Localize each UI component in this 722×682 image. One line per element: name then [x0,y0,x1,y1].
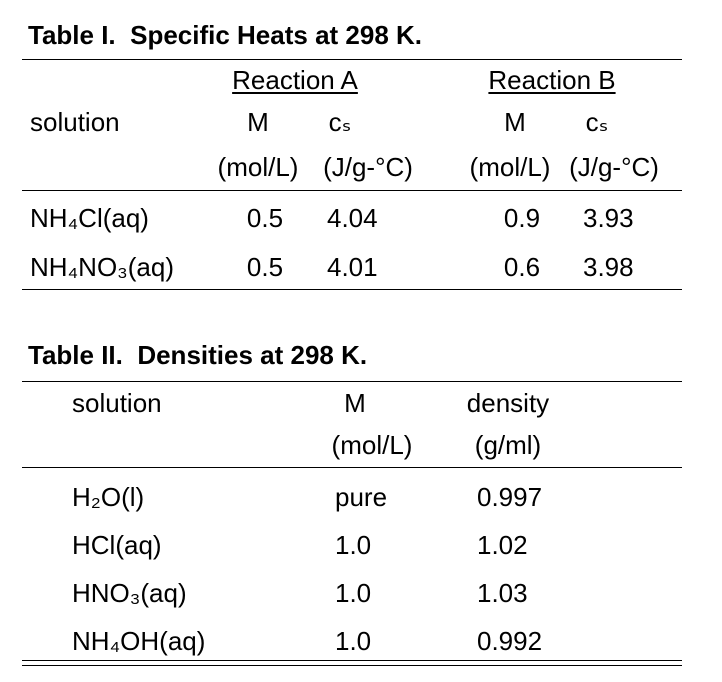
cell: 1.02 [477,530,528,560]
column-header: M [504,107,526,137]
cell: NH₄NO₃(aq) [30,252,174,282]
cell: H₂O(l) [72,482,145,512]
cell: 4.04 [327,203,378,233]
cell: pure [335,482,388,512]
cell: 1.0 [335,578,372,608]
cell: 4.01 [327,252,378,282]
cell: 1.0 [335,626,372,656]
rule [22,289,682,290]
cell: 0.5 [246,203,284,233]
unit-header: (mol/L) [217,152,299,182]
column-header: cₛ [585,107,609,137]
cell: 1.0 [335,530,372,560]
group-header: Reaction A [232,65,358,95]
rule [22,190,682,191]
unit-header: (mol/L) [469,152,551,182]
table-title: Table I. Specific Heats at 298 K. [28,20,423,50]
cell: 1.03 [477,578,528,608]
rule [22,665,682,666]
column-header: M [344,388,366,418]
rule [22,59,682,60]
unit-header: (J/g-°C) [569,152,659,182]
column-header: solution [30,107,120,137]
cell: HNO₃(aq) [72,578,187,608]
cell: NH₄OH(aq) [72,626,206,656]
column-header: cₛ [328,107,352,137]
cell: 0.5 [246,252,284,282]
rule [22,467,682,468]
column-header: solution [72,388,162,418]
rule [22,381,682,382]
cell: HCl(aq) [72,530,162,560]
column-header: density [466,388,550,418]
unit-header: (mol/L) [331,430,413,460]
cell: 0.992 [477,626,543,656]
cell: 3.93 [583,203,634,233]
cell: 0.6 [503,252,541,282]
cell: 0.997 [477,482,543,512]
unit-header: (g/ml) [474,430,542,460]
unit-header: (J/g-°C) [323,152,413,182]
rule [22,660,682,661]
group-header: Reaction B [488,65,616,95]
cell: 0.9 [503,203,541,233]
cell: NH₄Cl(aq) [30,203,149,233]
table-title: Table II. Densities at 298 K. [28,340,368,370]
cell: 3.98 [583,252,634,282]
column-header: M [247,107,269,137]
